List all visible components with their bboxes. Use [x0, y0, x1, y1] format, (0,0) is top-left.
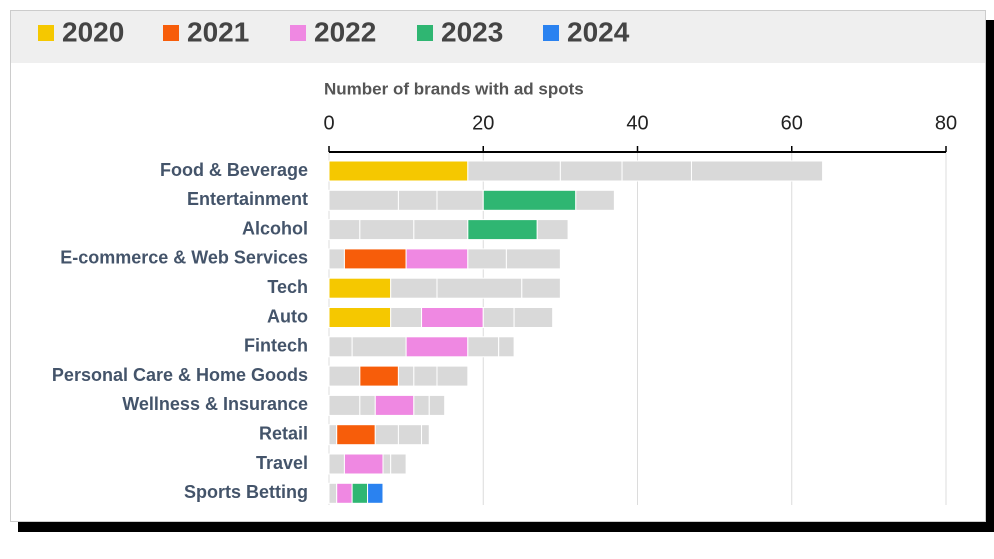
x-axis-title: Number of brands with ad spots: [324, 79, 584, 98]
bar-segment: [390, 307, 423, 328]
legend-label: 2020: [62, 16, 124, 47]
bar-segment: [405, 248, 469, 270]
x-tick-label: 20: [472, 112, 494, 134]
bar-segment: [482, 307, 515, 328]
legend-swatch: [543, 25, 559, 41]
bar-segment: [374, 394, 415, 416]
bar-segment: [413, 365, 438, 387]
bar-segment: [397, 189, 438, 211]
y-tick-label: Fintech: [244, 336, 308, 356]
bar-segment: [328, 189, 399, 211]
x-tick-label: 40: [626, 112, 648, 134]
legend-swatch: [290, 25, 306, 41]
bar-segment: [328, 277, 392, 299]
bar-segment: [374, 424, 399, 446]
bar-segment: [336, 424, 376, 446]
bar-segment: [467, 160, 561, 182]
legend-label: 2022: [314, 16, 376, 47]
bar-segment: [421, 307, 484, 328]
bar-segment: [359, 219, 415, 241]
y-tick-label: Auto: [267, 306, 308, 326]
bar-segment: [328, 365, 361, 387]
bar-segment: [343, 453, 384, 475]
bar-segment: [436, 277, 523, 299]
y-tick-label: Food & Beverage: [160, 160, 308, 180]
bar-segment: [328, 248, 345, 270]
bar-segment: [351, 482, 369, 504]
bar-segment: [413, 219, 469, 241]
y-tick-label: Alcohol: [242, 218, 308, 238]
y-tick-label: Entertainment: [187, 189, 308, 209]
bar-segment: [521, 277, 561, 299]
bar-segment: [467, 336, 500, 358]
x-tick-label: 60: [781, 112, 803, 134]
bar-segment: [498, 336, 515, 358]
bar-segment: [536, 219, 569, 241]
bar-segment: [467, 248, 507, 270]
bar-segment: [421, 424, 430, 446]
bar-segment: [513, 307, 554, 328]
bar-segment: [482, 189, 577, 211]
bar-segment: [428, 394, 446, 416]
x-tick-label: 0: [323, 112, 334, 134]
bar-segment: [575, 189, 615, 211]
bar-segment: [397, 424, 423, 446]
bar-segment: [621, 160, 692, 182]
bar-segment: [359, 365, 399, 387]
legend-swatch: [417, 25, 433, 41]
y-tick-label: Travel: [256, 453, 308, 473]
bar-segment: [328, 424, 338, 446]
bar-segment: [328, 394, 361, 416]
bar-segment: [690, 160, 824, 182]
bar-segment: [397, 365, 415, 387]
legend-swatch: [163, 25, 179, 41]
bar-segment: [328, 219, 361, 241]
bar-segment: [436, 189, 484, 211]
bar-segment: [467, 219, 538, 241]
bar-segment: [390, 277, 438, 299]
x-tick-label: 80: [935, 112, 957, 134]
y-tick-label: Retail: [259, 423, 308, 443]
legend-label: 2021: [187, 16, 249, 47]
legend-label: 2024: [567, 16, 630, 47]
bar-segment: [436, 365, 469, 387]
legend-swatch: [38, 25, 54, 41]
legend-label: 2023: [441, 16, 503, 47]
bar-segment: [328, 482, 338, 504]
y-tick-label: Wellness & Insurance: [122, 394, 308, 414]
bar-segment: [343, 248, 407, 270]
y-tick-label: Personal Care & Home Goods: [52, 365, 308, 385]
bar-segment: [405, 336, 469, 358]
bar-segment: [505, 248, 561, 270]
bar-segment: [351, 336, 407, 358]
bar-segment: [328, 336, 353, 358]
y-tick-label: Sports Betting: [184, 482, 308, 502]
bar-segment: [382, 453, 392, 475]
bar-segment: [328, 453, 345, 475]
bar-segment: [359, 394, 376, 416]
bar-segment: [328, 160, 469, 182]
bar-segment: [559, 160, 623, 182]
y-tick-label: Tech: [267, 277, 308, 297]
bar-segment: [328, 307, 392, 328]
bar-segment: [390, 453, 407, 475]
bar-segment: [367, 482, 384, 504]
bar-segment: [336, 482, 353, 504]
bar-segment: [413, 394, 430, 416]
y-tick-label: E-commerce & Web Services: [60, 248, 308, 268]
